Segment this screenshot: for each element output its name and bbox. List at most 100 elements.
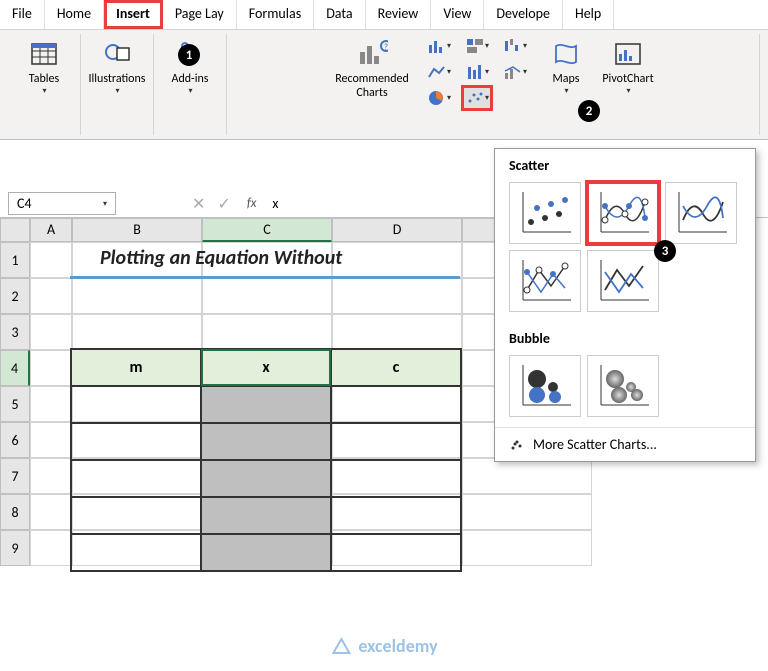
cell[interactable] xyxy=(201,497,331,534)
bubble-3d-option[interactable] xyxy=(587,355,659,417)
tables-icon xyxy=(28,38,60,70)
tab-review[interactable]: Review xyxy=(366,0,432,29)
scatter-straight-markers-option[interactable] xyxy=(509,250,581,312)
statistic-chart-button[interactable]: ▾ xyxy=(462,60,492,84)
waterfall-chart-button[interactable]: ▾ xyxy=(500,34,530,58)
ribbon-body: Tables▾ Illustrations▾ Add-ins▾ ? Recomm… xyxy=(0,30,768,140)
scatter-small-icon xyxy=(509,437,525,453)
recommended-charts-label: Recommended Charts xyxy=(328,72,416,100)
data-table: m x c xyxy=(70,348,462,572)
rowhead-2[interactable]: 2 xyxy=(0,278,30,314)
scatter-chart-button[interactable]: ▾ xyxy=(462,86,492,110)
scatter-smooth-markers-option[interactable] xyxy=(587,182,659,244)
fx-icon[interactable]: fx xyxy=(237,196,267,211)
badge-1: 1 xyxy=(178,44,200,66)
chevron-down-icon: ▾ xyxy=(103,199,107,209)
chevron-down-icon: ▾ xyxy=(564,86,568,96)
recommended-charts-icon: ? xyxy=(356,38,388,70)
tables-button[interactable]: Tables▾ xyxy=(16,34,72,100)
tables-label: Tables xyxy=(29,72,59,86)
maps-icon xyxy=(550,38,582,70)
tab-home[interactable]: Home xyxy=(45,0,104,29)
scatter-straight-option[interactable] xyxy=(587,250,659,312)
name-box[interactable]: C4▾ xyxy=(8,192,116,215)
cell[interactable] xyxy=(331,423,461,460)
rowhead-6[interactable]: 6 xyxy=(0,422,30,458)
bubble-section-title: Bubble xyxy=(495,322,755,351)
cell[interactable] xyxy=(71,386,201,423)
watermark: exceldemy xyxy=(330,635,437,657)
tab-developer[interactable]: Develope xyxy=(484,0,563,29)
cell[interactable] xyxy=(201,423,331,460)
pie-chart-button[interactable]: ▾ xyxy=(424,86,454,110)
maps-button[interactable]: Maps▾ xyxy=(542,34,590,100)
combo-chart-button[interactable]: ▾ xyxy=(500,60,530,84)
cell[interactable] xyxy=(71,423,201,460)
cell[interactable] xyxy=(331,460,461,497)
cell[interactable] xyxy=(201,460,331,497)
bubble-option[interactable] xyxy=(509,355,581,417)
rowhead-4[interactable]: 4 xyxy=(0,350,30,386)
rowhead-7[interactable]: 7 xyxy=(0,458,30,494)
tab-insert[interactable]: Insert xyxy=(104,0,163,29)
rowhead-3[interactable]: 3 xyxy=(0,314,30,350)
hierarchy-chart-button[interactable]: ▾ xyxy=(462,34,492,58)
maps-label: Maps xyxy=(553,72,580,86)
cell[interactable] xyxy=(71,497,201,534)
chevron-down-icon: ▾ xyxy=(115,86,119,96)
column-chart-button[interactable]: ▾ xyxy=(424,34,454,58)
colhead-b[interactable]: B xyxy=(72,218,202,242)
illustrations-label: Illustrations xyxy=(89,72,146,86)
tab-file[interactable]: File xyxy=(0,0,45,29)
line-chart-button[interactable]: ▾ xyxy=(424,60,454,84)
badge-3: 3 xyxy=(654,240,676,262)
colhead-c[interactable]: C xyxy=(202,218,332,242)
svg-text:?: ? xyxy=(384,42,388,53)
cancel-icon[interactable]: ✕ xyxy=(186,194,211,214)
tab-data[interactable]: Data xyxy=(314,0,365,29)
cell[interactable] xyxy=(331,497,461,534)
rowhead-1[interactable]: 1 xyxy=(0,242,30,278)
tab-pagelayout[interactable]: Page Lay xyxy=(163,0,237,29)
scatter-section-title: Scatter xyxy=(495,149,755,178)
chevron-down-icon: ▾ xyxy=(42,86,46,96)
scatter-smooth-option[interactable] xyxy=(665,182,737,244)
header-x[interactable]: x xyxy=(201,349,331,386)
cell[interactable] xyxy=(331,534,461,571)
badge-2: 2 xyxy=(578,100,600,122)
tab-help[interactable]: Help xyxy=(563,0,614,29)
colhead-a[interactable]: A xyxy=(30,218,72,242)
cell[interactable] xyxy=(71,534,201,571)
more-scatter-charts-link[interactable]: More Scatter Charts... xyxy=(495,427,755,461)
rowhead-5[interactable]: 5 xyxy=(0,386,30,422)
header-m[interactable]: m xyxy=(71,349,201,386)
sheet-title: Plotting an Equation Without xyxy=(100,246,342,270)
cell[interactable] xyxy=(71,460,201,497)
colhead-d[interactable]: D xyxy=(332,218,462,242)
tab-view[interactable]: View xyxy=(431,0,484,29)
addins-label: Add-ins xyxy=(172,72,209,86)
illustrations-icon xyxy=(101,38,133,70)
recommended-charts-button[interactable]: ? Recommended Charts xyxy=(326,34,418,104)
title-underline xyxy=(70,276,460,279)
header-c[interactable]: c xyxy=(331,349,461,386)
rowhead-8[interactable]: 8 xyxy=(0,494,30,530)
select-all-corner[interactable] xyxy=(0,218,30,242)
pivotchart-button[interactable]: PivotChart▾ xyxy=(596,34,660,100)
scatter-popup: Scatter Bubble More Scatter Charts... xyxy=(494,148,756,462)
confirm-icon[interactable]: ✓ xyxy=(211,194,236,214)
chevron-down-icon: ▾ xyxy=(626,86,630,96)
cell[interactable] xyxy=(201,386,331,423)
rowhead-9[interactable]: 9 xyxy=(0,530,30,566)
ribbon-tabs: File Home Insert Page Lay Formulas Data … xyxy=(0,0,768,30)
pivotchart-icon xyxy=(612,38,644,70)
scatter-only-option[interactable] xyxy=(509,182,581,244)
formula-input[interactable]: x xyxy=(266,195,278,212)
cell[interactable] xyxy=(331,386,461,423)
watermark-icon xyxy=(330,635,352,657)
cell[interactable] xyxy=(201,534,331,571)
illustrations-button[interactable]: Illustrations▾ xyxy=(89,34,145,100)
tab-formulas[interactable]: Formulas xyxy=(237,0,314,29)
group-illustrations: Illustrations▾ xyxy=(81,34,154,135)
group-charts: ? Recommended Charts ▾ ▾ ▾ ▾ ▾ ▾ ▾ ▾ Map… xyxy=(227,34,760,135)
